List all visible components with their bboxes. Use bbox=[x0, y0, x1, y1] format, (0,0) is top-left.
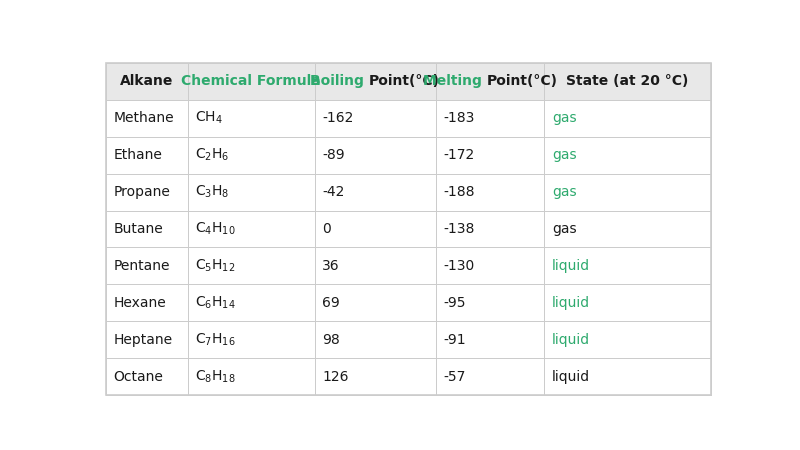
Bar bbox=[314, 63, 436, 99]
Bar bbox=[436, 211, 545, 248]
Text: gas: gas bbox=[552, 185, 577, 199]
Text: State (at 20 °C): State (at 20 °C) bbox=[566, 74, 689, 88]
Text: Heptane: Heptane bbox=[114, 333, 173, 347]
Text: Ethane: Ethane bbox=[114, 148, 162, 162]
Text: $\mathregular{C_3H_8}$: $\mathregular{C_3H_8}$ bbox=[195, 184, 230, 200]
Text: Butane: Butane bbox=[114, 222, 163, 236]
Bar bbox=[314, 137, 436, 174]
Bar bbox=[545, 211, 710, 248]
Text: gas: gas bbox=[552, 222, 577, 236]
Bar bbox=[106, 358, 188, 395]
Bar bbox=[545, 321, 710, 358]
Text: Octane: Octane bbox=[114, 370, 163, 384]
Bar bbox=[106, 63, 188, 99]
Text: $\mathregular{C_8H_{18}}$: $\mathregular{C_8H_{18}}$ bbox=[195, 369, 236, 385]
Bar bbox=[106, 137, 188, 174]
Text: Pentane: Pentane bbox=[114, 259, 170, 273]
Bar bbox=[314, 284, 436, 321]
Text: Point(°C): Point(°C) bbox=[369, 74, 440, 88]
Bar bbox=[106, 174, 188, 211]
Bar bbox=[545, 137, 710, 174]
Bar bbox=[188, 358, 314, 395]
Text: 126: 126 bbox=[322, 370, 349, 384]
Text: $\mathregular{C_7H_{16}}$: $\mathregular{C_7H_{16}}$ bbox=[195, 332, 236, 348]
Text: $\mathregular{C_2H_6}$: $\mathregular{C_2H_6}$ bbox=[195, 147, 230, 163]
Text: Hexane: Hexane bbox=[114, 296, 166, 310]
Bar bbox=[106, 248, 188, 284]
Bar bbox=[188, 174, 314, 211]
Bar bbox=[188, 63, 314, 99]
Bar bbox=[106, 211, 188, 248]
Text: gas: gas bbox=[552, 148, 577, 162]
Bar bbox=[545, 284, 710, 321]
Text: -138: -138 bbox=[443, 222, 474, 236]
Bar bbox=[188, 321, 314, 358]
Text: 0: 0 bbox=[322, 222, 331, 236]
Text: 98: 98 bbox=[322, 333, 340, 347]
Bar bbox=[314, 321, 436, 358]
Text: liquid: liquid bbox=[552, 370, 590, 384]
Text: -95: -95 bbox=[443, 296, 466, 310]
Text: Boiling: Boiling bbox=[310, 74, 369, 88]
Bar bbox=[188, 137, 314, 174]
Bar bbox=[545, 248, 710, 284]
Text: Melting: Melting bbox=[422, 74, 486, 88]
Text: $\mathregular{C_6H_{14}}$: $\mathregular{C_6H_{14}}$ bbox=[195, 295, 236, 311]
Text: -172: -172 bbox=[443, 148, 474, 162]
Text: -89: -89 bbox=[322, 148, 345, 162]
Bar bbox=[314, 99, 436, 137]
Bar bbox=[188, 284, 314, 321]
Bar bbox=[314, 174, 436, 211]
Text: -188: -188 bbox=[443, 185, 474, 199]
Bar bbox=[106, 99, 188, 137]
Text: Chemical Formula: Chemical Formula bbox=[182, 74, 321, 88]
Bar bbox=[436, 248, 545, 284]
Text: -42: -42 bbox=[322, 185, 345, 199]
Bar bbox=[106, 321, 188, 358]
Text: $\mathregular{C_5H_{12}}$: $\mathregular{C_5H_{12}}$ bbox=[195, 258, 236, 274]
Bar bbox=[545, 358, 710, 395]
Bar bbox=[436, 321, 545, 358]
Text: Point(°C): Point(°C) bbox=[486, 74, 558, 88]
Bar bbox=[436, 137, 545, 174]
Bar bbox=[314, 358, 436, 395]
Bar bbox=[545, 63, 710, 99]
Bar bbox=[545, 99, 710, 137]
Text: -91: -91 bbox=[443, 333, 466, 347]
Text: $\mathregular{CH_4}$: $\mathregular{CH_4}$ bbox=[195, 110, 223, 126]
Text: 69: 69 bbox=[322, 296, 340, 310]
Text: liquid: liquid bbox=[552, 333, 590, 347]
Bar bbox=[188, 248, 314, 284]
Bar bbox=[436, 284, 545, 321]
Text: -57: -57 bbox=[443, 370, 466, 384]
Text: Alkane: Alkane bbox=[120, 74, 174, 88]
Bar bbox=[436, 99, 545, 137]
Text: -162: -162 bbox=[322, 111, 354, 125]
Bar bbox=[188, 99, 314, 137]
Text: gas: gas bbox=[552, 111, 577, 125]
Bar bbox=[545, 174, 710, 211]
Text: liquid: liquid bbox=[552, 259, 590, 273]
Text: -183: -183 bbox=[443, 111, 474, 125]
Text: $\mathregular{C_4H_{10}}$: $\mathregular{C_4H_{10}}$ bbox=[195, 221, 236, 237]
Bar bbox=[106, 284, 188, 321]
Text: Propane: Propane bbox=[114, 185, 170, 199]
Bar bbox=[436, 63, 545, 99]
Text: Methane: Methane bbox=[114, 111, 174, 125]
Bar bbox=[314, 211, 436, 248]
Bar bbox=[436, 174, 545, 211]
Bar bbox=[314, 248, 436, 284]
Bar bbox=[188, 211, 314, 248]
Bar bbox=[436, 358, 545, 395]
Text: liquid: liquid bbox=[552, 296, 590, 310]
Text: 36: 36 bbox=[322, 259, 340, 273]
Text: -130: -130 bbox=[443, 259, 474, 273]
